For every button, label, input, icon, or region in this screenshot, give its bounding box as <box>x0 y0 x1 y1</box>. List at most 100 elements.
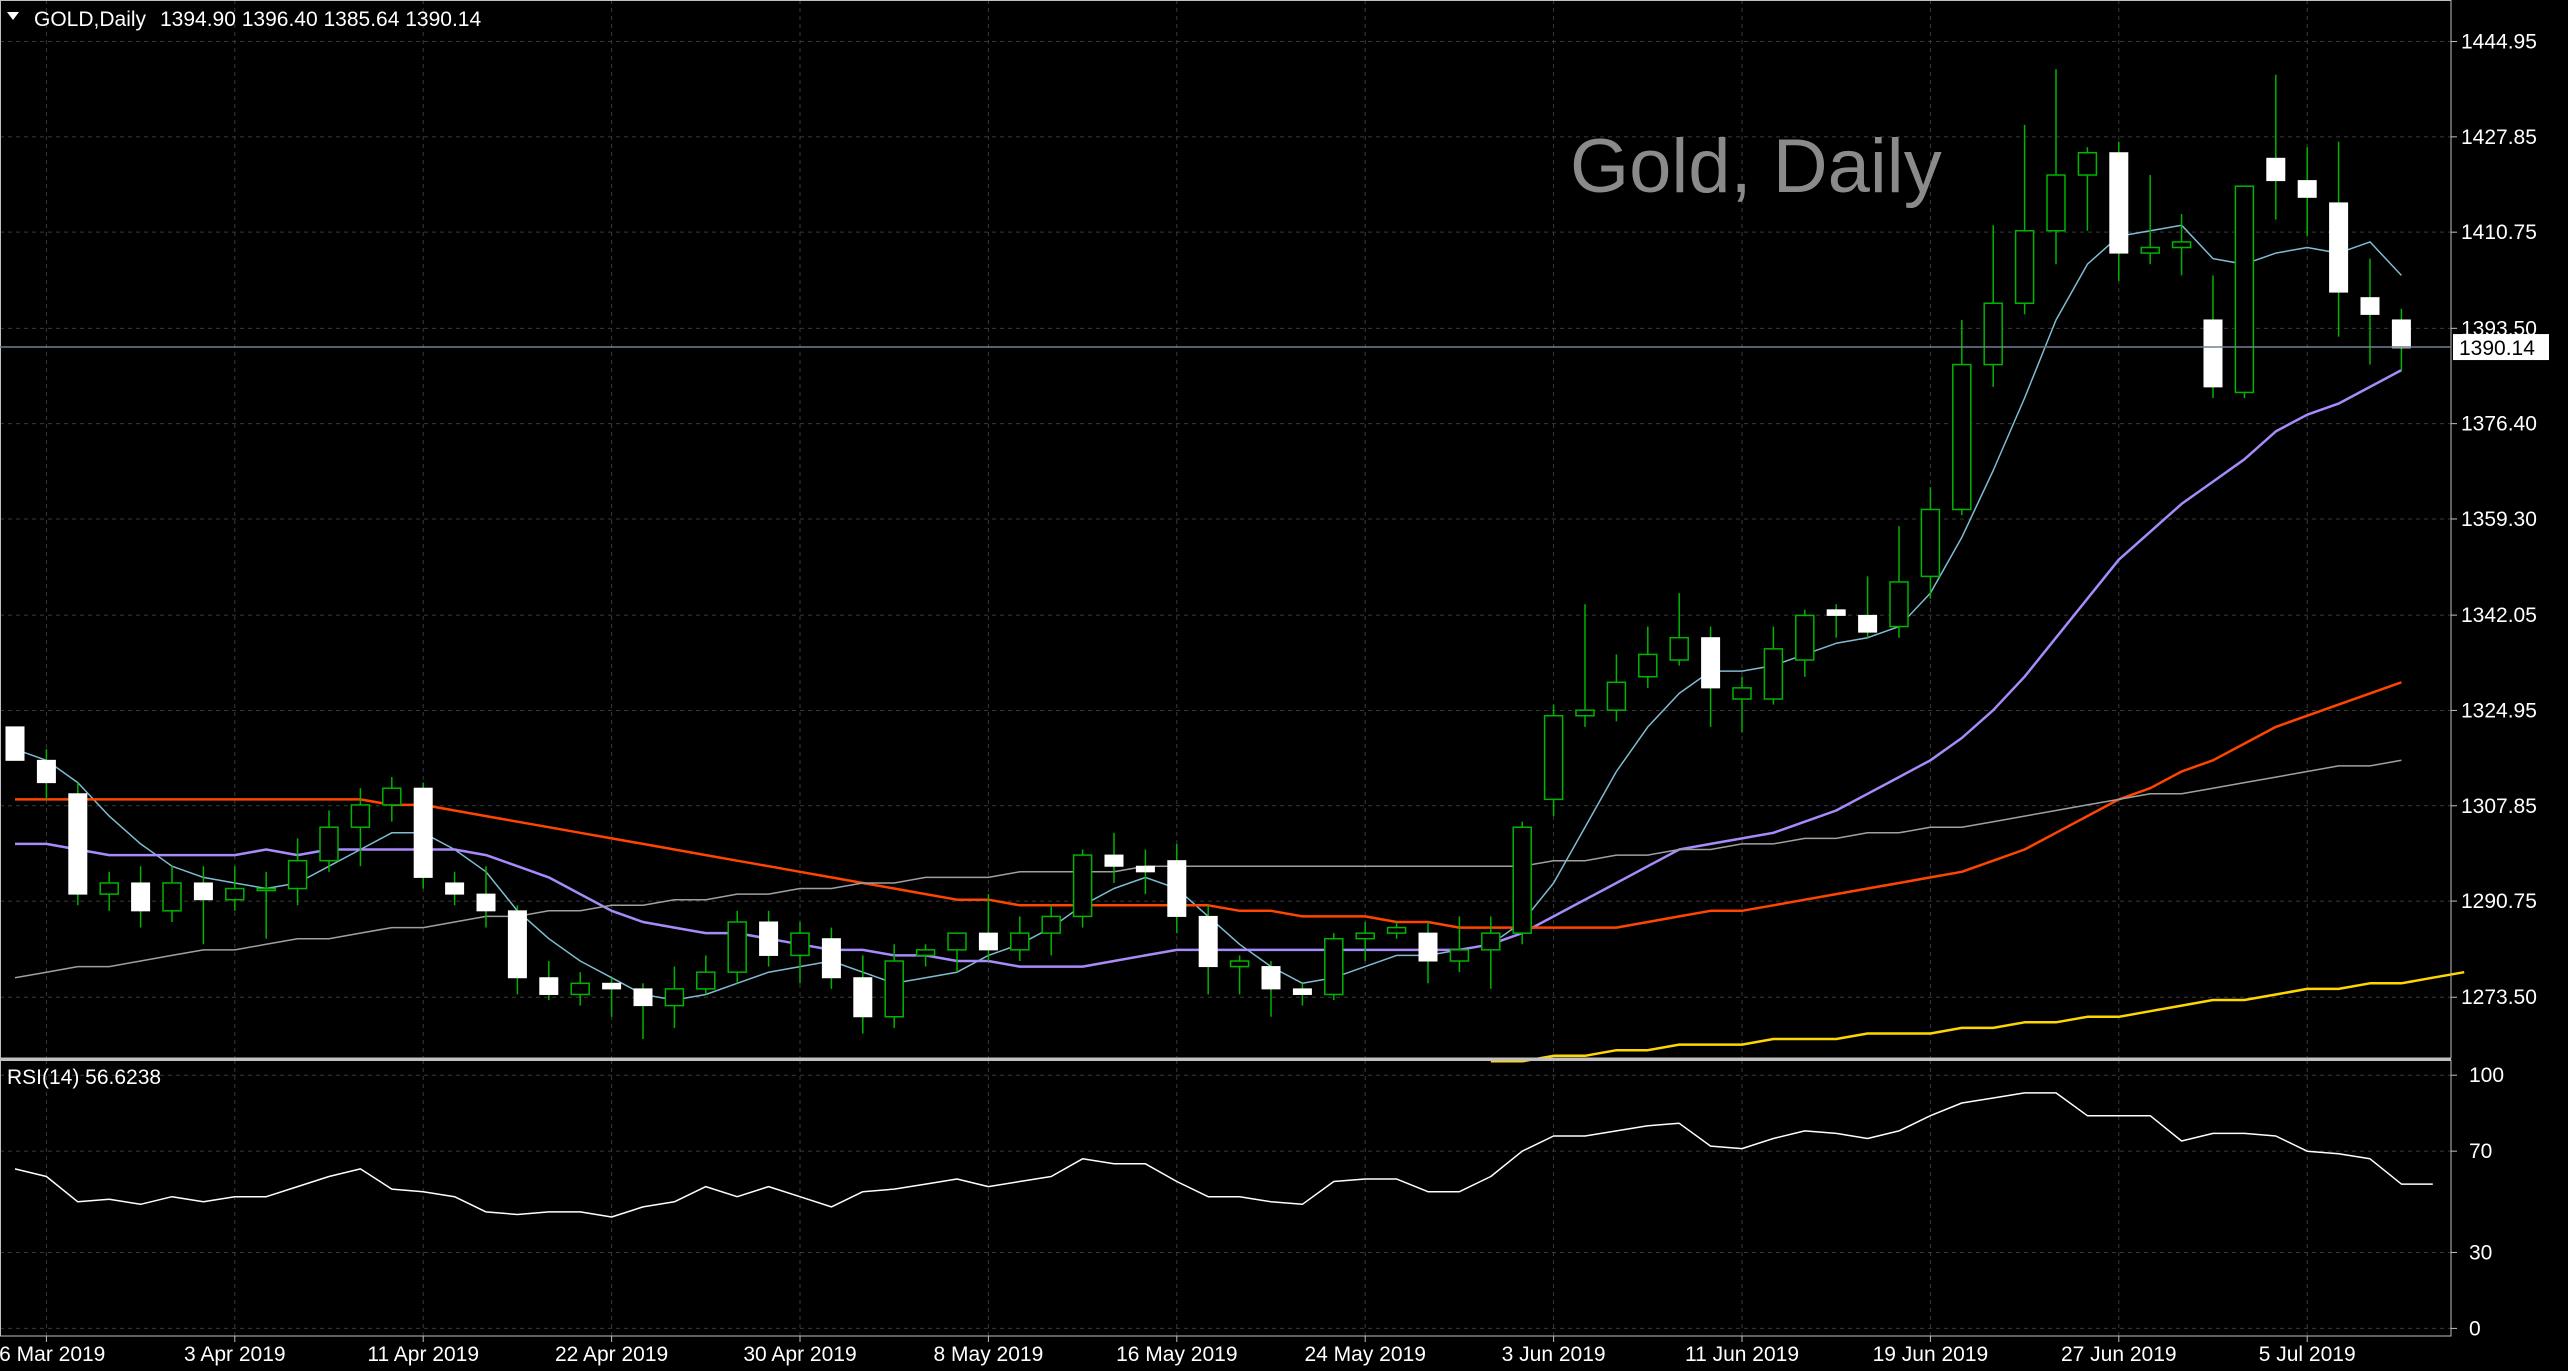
candle-body-bull <box>1072 854 1093 918</box>
candle-body-bull <box>1512 826 1532 934</box>
candle <box>2391 308 2411 371</box>
x-tick-label: 11 Apr 2019 <box>367 1343 479 1366</box>
candle-body-bull <box>915 949 936 957</box>
candle <box>1041 905 1061 956</box>
y-tick-label: 1376.40 <box>2461 413 2537 436</box>
candle <box>1072 849 1093 928</box>
candle <box>5 726 25 761</box>
candle <box>2203 275 2223 399</box>
candle-body-bull <box>2234 185 2255 394</box>
candle-body-bull <box>2046 174 2066 232</box>
y-tick-label: 1290.75 <box>2461 890 2537 913</box>
candle-body-bull <box>2171 241 2192 249</box>
candle <box>1701 626 1721 727</box>
candle <box>1104 832 1124 883</box>
candle-body-bull <box>1543 714 1564 801</box>
candle <box>68 782 88 906</box>
candle <box>1763 626 1784 705</box>
candle <box>2360 258 2380 365</box>
rsi-tick-label: 100 <box>2469 1064 2504 1087</box>
candle <box>1449 916 1470 973</box>
candle-body-bear <box>2297 180 2317 198</box>
candle <box>664 966 685 1028</box>
candle-body-bull <box>1606 681 1627 711</box>
candle <box>507 905 527 995</box>
candle-body-bull <box>1889 581 1909 628</box>
candle <box>1952 319 1972 516</box>
candle <box>759 910 779 967</box>
triangle-down-icon[interactable] <box>7 12 19 20</box>
candle <box>193 866 213 945</box>
x-tick-label: 19 Jun 2019 <box>1873 1343 1989 1366</box>
candle-body-bull <box>947 932 967 951</box>
candle <box>1983 225 2003 387</box>
candle <box>1261 961 1281 1017</box>
candle <box>445 871 465 906</box>
candle-body-bull <box>1669 636 1689 661</box>
moving-averages <box>14 224 2465 1063</box>
candle-body-bear <box>5 726 25 761</box>
candle-body-bear <box>1858 614 1878 633</box>
candle-body-bear <box>853 977 873 1018</box>
candle <box>1732 676 1752 733</box>
candle <box>978 894 998 962</box>
y-tick-label: 1359.30 <box>2461 508 2537 531</box>
candle-body-bull <box>1983 302 2003 366</box>
rsi-tick-label: 0 <box>2469 1317 2481 1340</box>
candle <box>2234 185 2255 399</box>
candle <box>1481 916 1501 989</box>
candle-body-bull <box>790 932 810 957</box>
candle <box>915 944 936 967</box>
candle <box>947 932 967 973</box>
x-tick-label: 8 May 2019 <box>934 1343 1044 1366</box>
candle <box>1386 921 1407 939</box>
ma_fast-line <box>14 224 2402 1001</box>
candle-body-bull <box>1386 926 1407 934</box>
y-tick-label: 1427.85 <box>2461 126 2537 149</box>
candle <box>2014 124 2035 315</box>
candle-body-bear <box>2266 157 2286 182</box>
candle <box>36 749 56 800</box>
candle-body-bull <box>570 982 590 996</box>
candle <box>2140 175 2160 265</box>
candle <box>696 955 716 995</box>
rsi-tick-label: 70 <box>2469 1140 2492 1163</box>
candle-body-bull <box>1449 949 1470 962</box>
candle-body-bull <box>1575 709 1595 717</box>
candle <box>1543 704 1564 817</box>
candle <box>131 866 151 928</box>
candle-body-bull <box>664 988 685 1007</box>
candle <box>1795 609 1815 677</box>
candle-body-bear <box>1198 915 1218 968</box>
ma_trend-line <box>14 759 2402 979</box>
candle-body-bear <box>36 759 56 784</box>
candle-body-bull <box>1732 687 1752 700</box>
candle <box>1512 821 1532 945</box>
y-tick-label: 1342.05 <box>2461 604 2537 627</box>
candle-body-bull <box>2140 246 2160 254</box>
candle-body-bull <box>884 960 904 1018</box>
candle-body-bear <box>1167 860 1187 917</box>
candle <box>1135 849 1155 895</box>
candle-body-bull <box>256 887 276 892</box>
price-axis-labels: 1444.951427.851410.751393.501376.401359.… <box>2461 31 2537 1010</box>
candle <box>382 777 402 822</box>
candle <box>570 972 590 1006</box>
rsi-title: RSI(14) 56.6238 <box>7 1066 161 1089</box>
candle-body-bear <box>1104 854 1124 867</box>
candle-body-bull <box>99 882 119 895</box>
candle-body-bull <box>727 921 747 973</box>
candle <box>1229 955 1250 995</box>
candle-body-bull <box>350 804 371 828</box>
candle-body-bull <box>1638 653 1658 678</box>
candle <box>1355 921 1375 962</box>
candle <box>2046 69 2066 265</box>
candle-body-bear <box>539 977 559 995</box>
candle-body-bear <box>2391 319 2411 349</box>
candle-body-bull <box>1952 363 1972 511</box>
ohlc-values: 1394.90 1396.40 1385.64 1390.14 <box>160 8 481 31</box>
last-price-marker: 1390.14 <box>0 334 2549 361</box>
candle-body-bull <box>2014 230 2035 304</box>
